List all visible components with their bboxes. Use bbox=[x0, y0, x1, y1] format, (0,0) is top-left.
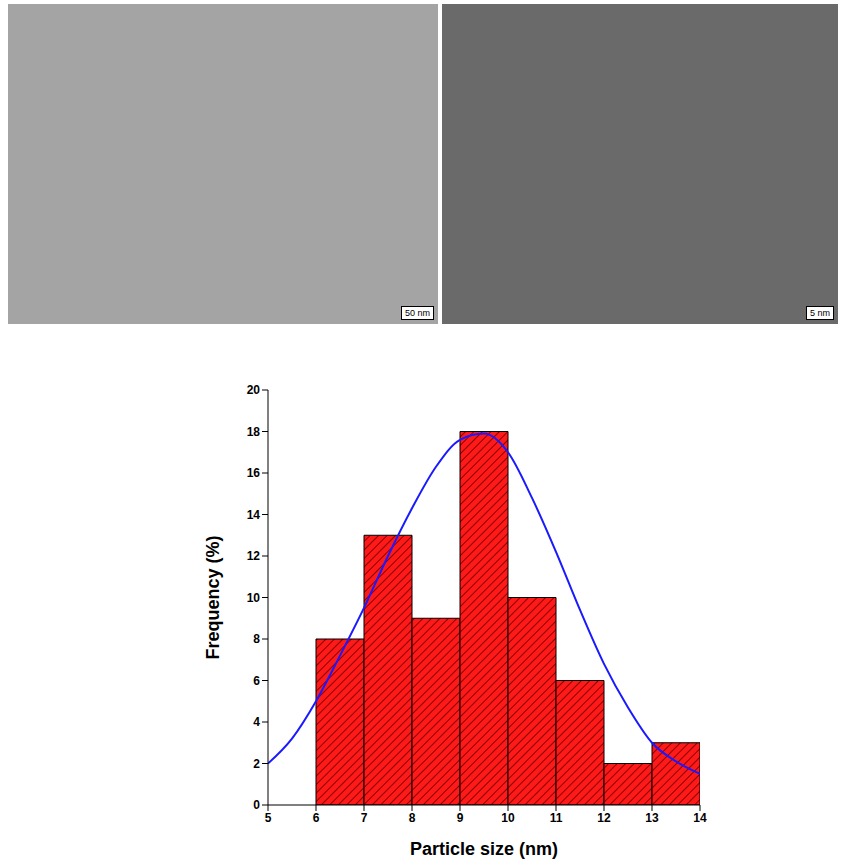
html-text:5 nm: 5 nm bbox=[810, 308, 830, 318]
svg-text:0: 0 bbox=[253, 798, 260, 812]
svg-text:12: 12 bbox=[597, 811, 611, 825]
svg-text:10: 10 bbox=[501, 811, 515, 825]
svg-text:5: 5 bbox=[265, 811, 272, 825]
svg-text:6: 6 bbox=[313, 811, 320, 825]
svg-text:12: 12 bbox=[247, 549, 261, 563]
svg-text:9: 9 bbox=[457, 811, 464, 825]
html-text:50 nm: 50 nm bbox=[405, 308, 430, 318]
svg-text:7: 7 bbox=[361, 811, 368, 825]
svg-text:13: 13 bbox=[645, 811, 659, 825]
svg-text:14: 14 bbox=[693, 811, 707, 825]
svg-text:10: 10 bbox=[247, 591, 261, 605]
svg-text:8: 8 bbox=[253, 632, 260, 646]
svg-text:11: 11 bbox=[550, 811, 563, 825]
svg-text:4: 4 bbox=[253, 715, 260, 729]
svg-text:8: 8 bbox=[409, 811, 416, 825]
svg-text:2: 2 bbox=[253, 757, 260, 771]
svg-text:6: 6 bbox=[253, 674, 260, 688]
svg-text:16: 16 bbox=[247, 466, 261, 480]
svg-text:18: 18 bbox=[247, 425, 261, 439]
svg-text:Particle size (nm): Particle size (nm) bbox=[410, 839, 558, 859]
svg-text:14: 14 bbox=[247, 508, 261, 522]
svg-text:20: 20 bbox=[247, 383, 261, 397]
svg-text:Frequency (%): Frequency (%) bbox=[203, 535, 223, 659]
